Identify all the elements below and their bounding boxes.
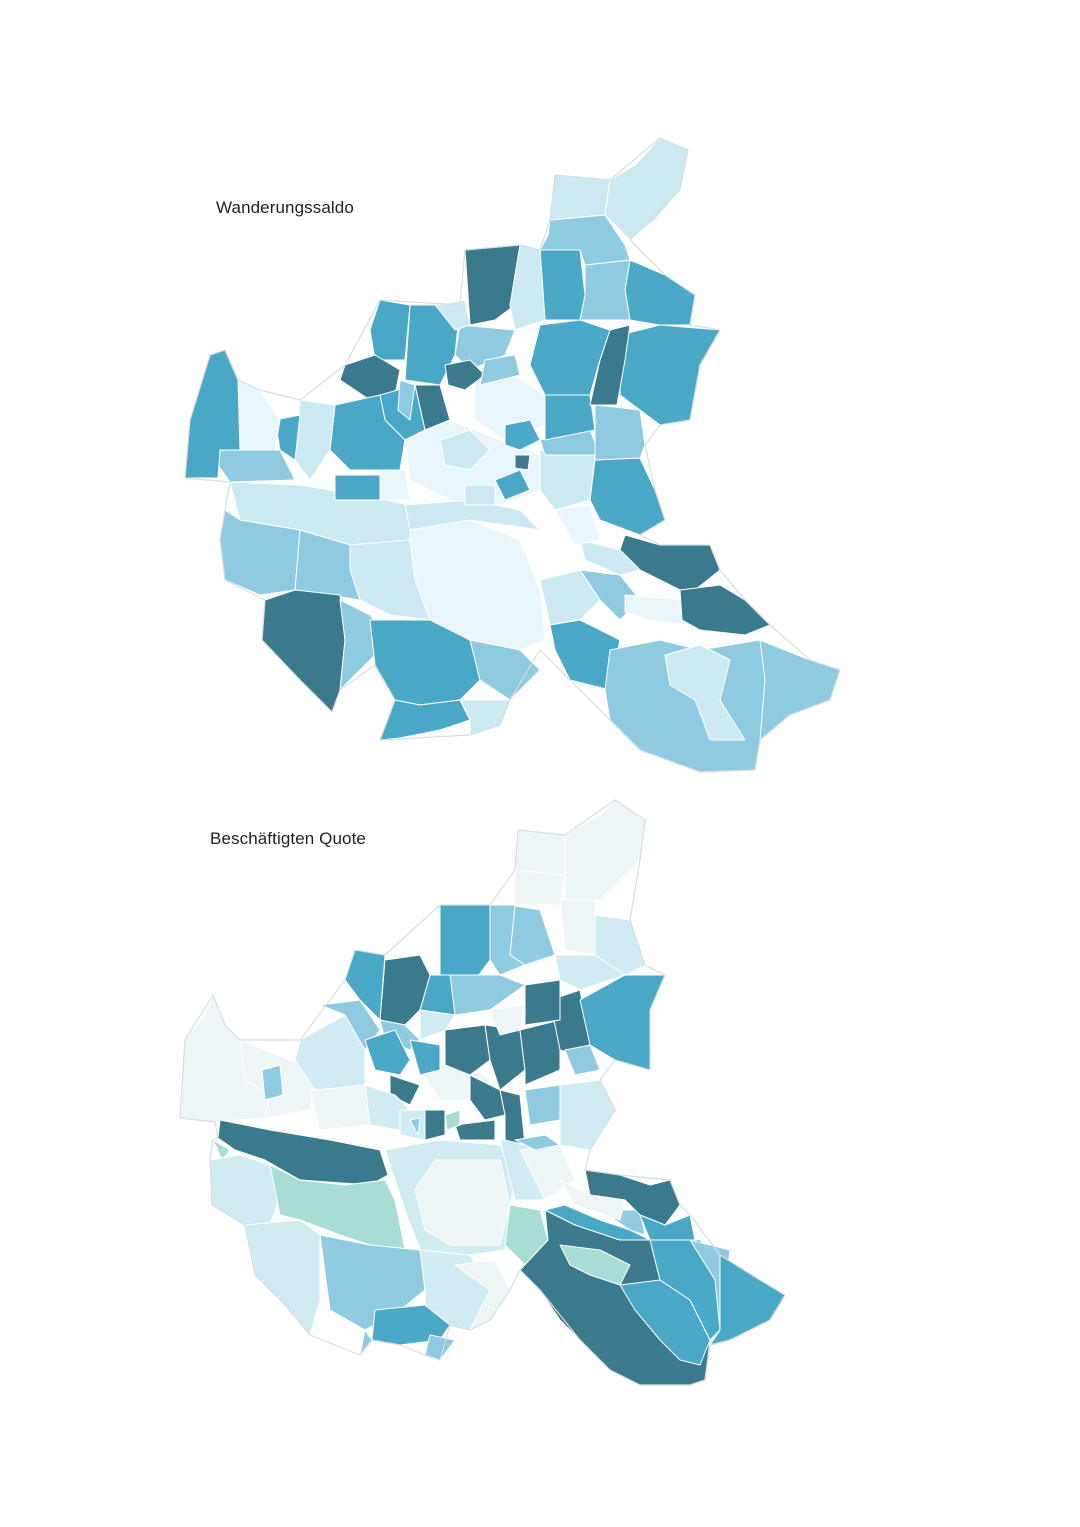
region[interactable]: [237, 379, 281, 451]
region[interactable]: [309, 1084, 371, 1131]
region[interactable]: [329, 394, 406, 471]
region[interactable]: [499, 1089, 526, 1146]
region[interactable]: [319, 1234, 426, 1331]
region[interactable]: [544, 1204, 651, 1241]
region[interactable]: [509, 904, 556, 966]
region[interactable]: [274, 414, 301, 461]
region[interactable]: [514, 1134, 561, 1151]
region[interactable]: [519, 1019, 561, 1086]
region[interactable]: [549, 174, 611, 221]
region[interactable]: [212, 1139, 231, 1161]
region[interactable]: [679, 584, 771, 636]
region[interactable]: [559, 1179, 626, 1221]
region[interactable]: [424, 1109, 446, 1141]
region[interactable]: [409, 1117, 421, 1136]
region[interactable]: [439, 904, 491, 981]
region[interactable]: [479, 354, 521, 386]
region[interactable]: [494, 469, 531, 501]
region[interactable]: [514, 454, 531, 471]
region[interactable]: [564, 1044, 601, 1076]
region[interactable]: [489, 904, 526, 976]
map-title-beschaeftigten-quote: Beschäftigten Quote: [210, 829, 366, 848]
region[interactable]: [664, 644, 746, 741]
region[interactable]: [419, 1009, 456, 1041]
region[interactable]: [469, 639, 541, 701]
region[interactable]: [379, 699, 471, 741]
region[interactable]: [514, 869, 566, 906]
region[interactable]: [539, 214, 631, 266]
region[interactable]: [639, 1214, 696, 1241]
region[interactable]: [464, 484, 496, 506]
region[interactable]: [409, 1039, 441, 1076]
region[interactable]: [579, 259, 631, 321]
region[interactable]: [604, 137, 689, 241]
region[interactable]: [579, 539, 641, 576]
region[interactable]: [539, 249, 586, 321]
region[interactable]: [434, 299, 471, 331]
region[interactable]: [484, 1024, 526, 1091]
region[interactable]: [564, 799, 646, 901]
region[interactable]: [524, 979, 561, 1026]
region[interactable]: [397, 379, 416, 421]
region[interactable]: [444, 359, 486, 391]
region[interactable]: [504, 419, 541, 451]
region[interactable]: [529, 319, 611, 396]
region[interactable]: [624, 594, 686, 626]
region[interactable]: [261, 1064, 284, 1101]
region[interactable]: [334, 474, 381, 501]
region[interactable]: [539, 569, 601, 626]
region[interactable]: [444, 1024, 491, 1076]
region[interactable]: [261, 589, 346, 713]
region[interactable]: [364, 1029, 411, 1076]
region[interactable]: [559, 894, 596, 956]
region[interactable]: [554, 954, 626, 991]
region[interactable]: [454, 1119, 496, 1141]
region[interactable]: [559, 1079, 616, 1151]
region[interactable]: [244, 1219, 321, 1336]
region[interactable]: [589, 457, 666, 536]
region[interactable]: [209, 1154, 281, 1226]
region[interactable]: [379, 469, 411, 501]
map-beschaeftigten-quote: [179, 799, 786, 1386]
region[interactable]: [369, 299, 411, 361]
region[interactable]: [524, 1084, 561, 1126]
region[interactable]: [514, 829, 566, 876]
region[interactable]: [619, 534, 721, 591]
map-title-wanderungssaldo: Wanderungssaldo: [216, 198, 354, 217]
region[interactable]: [294, 399, 336, 481]
region[interactable]: [554, 504, 601, 546]
region[interactable]: [439, 429, 491, 471]
map-wanderungssaldo: [184, 137, 841, 773]
region[interactable]: [469, 1074, 506, 1121]
region[interactable]: [444, 1109, 461, 1131]
region[interactable]: [217, 449, 296, 483]
region[interactable]: [759, 639, 841, 741]
region[interactable]: [594, 404, 646, 461]
region[interactable]: [539, 449, 596, 511]
region[interactable]: [489, 1004, 526, 1036]
region[interactable]: [339, 599, 391, 691]
region[interactable]: [414, 1159, 511, 1246]
